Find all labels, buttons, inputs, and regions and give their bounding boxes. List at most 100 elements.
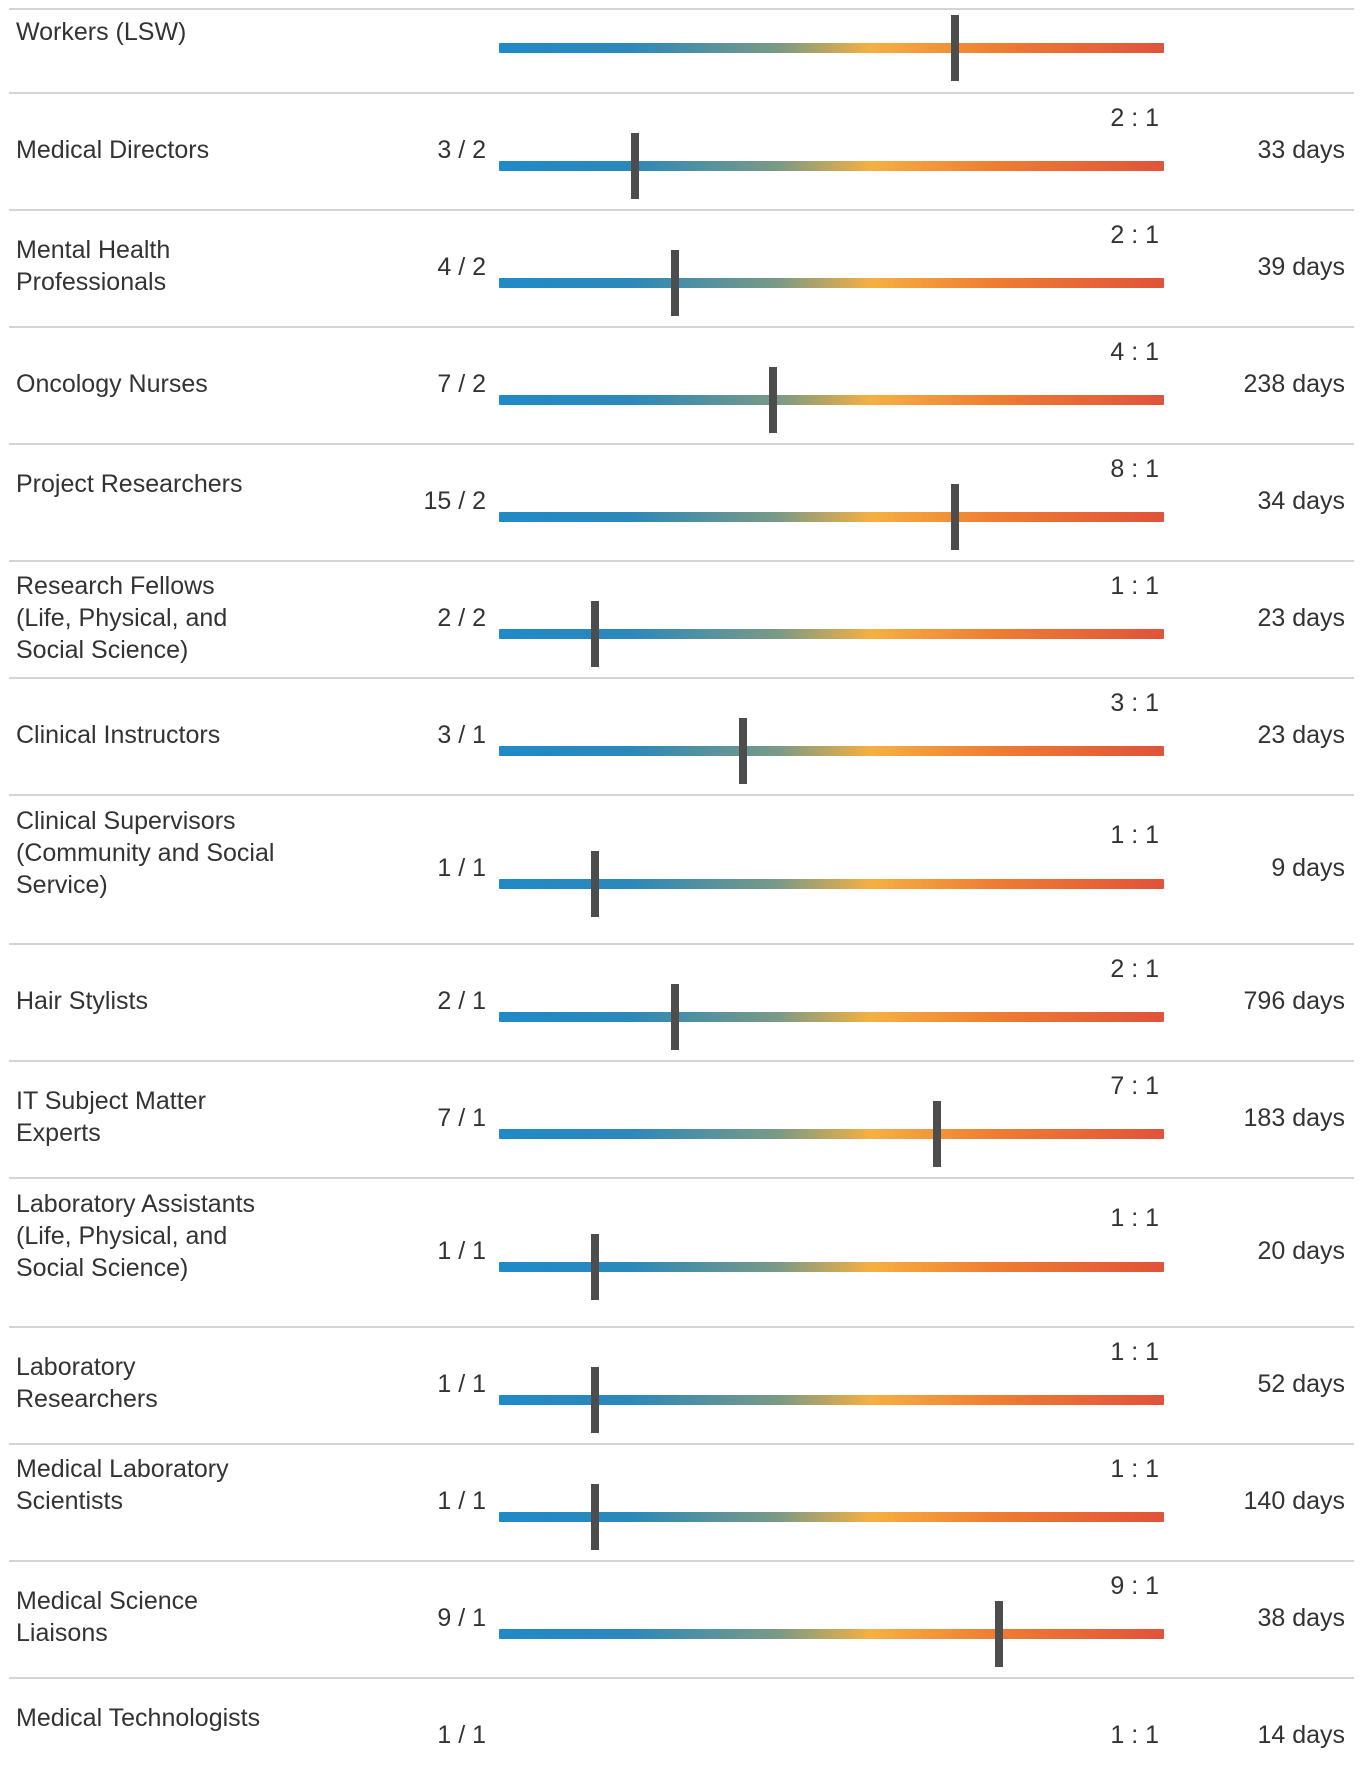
- occupation-label: Medical Directors: [16, 136, 210, 164]
- ratio-value: 1 : 1: [1110, 1204, 1159, 1232]
- count-value: 1 / 1: [437, 1237, 486, 1265]
- days-value: 9 days: [1271, 854, 1345, 882]
- ratio-marker: [591, 601, 600, 667]
- table-row: Medical Directors 3 / 2 2 : 1 33 days: [9, 93, 1354, 211]
- count-value: 3 / 2: [437, 136, 486, 164]
- ratio-marker: [671, 250, 680, 316]
- ratio-scale-bar: [499, 879, 1164, 889]
- table-row: Workers (LSW): [9, 10, 1354, 94]
- ratio-value: 9 : 1: [1110, 1572, 1159, 1600]
- occupation-label: Medical Science Liaisons: [16, 1587, 199, 1647]
- top-divider: [9, 8, 1354, 10]
- ratio-scale-bar: [499, 1129, 1164, 1139]
- ratio-value: 4 : 1: [1110, 338, 1159, 366]
- days-value: 23 days: [1257, 721, 1345, 749]
- table-row: Mental Health Professionals 4 / 2 2 : 1 …: [9, 210, 1354, 328]
- ratio-scale-bar: [499, 1262, 1164, 1272]
- days-value: 140 days: [1243, 1487, 1345, 1515]
- ratio-scale-bar: [499, 1012, 1164, 1022]
- ratio-value: 1 : 1: [1110, 1455, 1159, 1483]
- days-value: 238 days: [1243, 370, 1345, 398]
- days-value: 796 days: [1243, 987, 1345, 1015]
- table-row: Laboratory Assistants (Life, Physical, a…: [9, 1178, 1354, 1328]
- table-row: IT Subject Matter Experts 7 / 1 7 : 1 18…: [9, 1061, 1354, 1179]
- occupation-label: Workers (LSW): [16, 18, 187, 46]
- count-value: 15 / 2: [423, 487, 486, 515]
- ratio-marker: [739, 718, 748, 784]
- table-row: Clinical Supervisors (Community and Soci…: [9, 795, 1354, 945]
- ratio-value: 1 : 1: [1110, 572, 1159, 600]
- occupation-label: Laboratory Assistants (Life, Physical, a…: [16, 1190, 256, 1282]
- table-row: Hair Stylists 2 / 1 2 : 1 796 days: [9, 944, 1354, 1062]
- ratio-value: 1 : 1: [1110, 1338, 1159, 1366]
- count-value: 1 / 1: [437, 1370, 486, 1398]
- ratio-marker: [995, 1601, 1004, 1667]
- ratio-marker: [768, 367, 777, 433]
- days-value: 38 days: [1257, 1604, 1345, 1632]
- occupation-label: Project Researchers: [16, 470, 243, 498]
- ratio-scale-bar: [499, 746, 1164, 756]
- table-row: Medical Laboratory Scientists 1 / 1 1 : …: [9, 1444, 1354, 1562]
- ratio-marker: [932, 1101, 941, 1167]
- occupation-label: Hair Stylists: [16, 987, 148, 1015]
- count-value: 3 / 1: [437, 721, 486, 749]
- days-value: 52 days: [1257, 1370, 1345, 1398]
- occupation-label: Medical Technologists: [16, 1704, 261, 1732]
- ratio-marker: [950, 484, 959, 550]
- ratio-scale-bar: [499, 1395, 1164, 1405]
- ratio-scale-bar: [499, 161, 1164, 171]
- ratio-value: 1 : 1: [1110, 1721, 1159, 1749]
- ratio-value: 2 : 1: [1110, 221, 1159, 249]
- occupation-label: Laboratory Researchers: [16, 1353, 158, 1413]
- ratio-value: 2 : 1: [1110, 955, 1159, 983]
- count-value: 7 / 1: [437, 1104, 486, 1132]
- ratio-scale-bar: [499, 1629, 1164, 1639]
- ratio-marker: [591, 851, 600, 917]
- count-value: 9 / 1: [437, 1604, 486, 1632]
- ratio-value: 7 : 1: [1110, 1072, 1159, 1100]
- table-row: Laboratory Researchers 1 / 1 1 : 1 52 da…: [9, 1327, 1354, 1445]
- ratio-marker: [591, 1367, 600, 1433]
- ratio-scale-bar: [499, 629, 1164, 639]
- occupation-label: IT Subject Matter Experts: [16, 1087, 206, 1147]
- count-value: 1 / 1: [437, 1721, 486, 1749]
- table-row: Clinical Instructors 3 / 1 3 : 1 23 days: [9, 678, 1354, 796]
- days-value: 23 days: [1257, 604, 1345, 632]
- ratio-scale-bar: [499, 1512, 1164, 1522]
- ratio-scale-bar: [499, 278, 1164, 288]
- count-value: 7 / 2: [437, 370, 486, 398]
- ratio-marker: [631, 133, 640, 199]
- ratio-value: 1 : 1: [1110, 821, 1159, 849]
- ratio-marker: [950, 15, 959, 81]
- occupation-label: Clinical Instructors: [16, 721, 221, 749]
- table-row: Medical Science Liaisons 9 / 1 9 : 1 38 …: [9, 1561, 1354, 1679]
- days-value: 14 days: [1257, 1721, 1345, 1749]
- occupation-label: Research Fellows (Life, Physical, and So…: [16, 572, 228, 664]
- occupation-label: Clinical Supervisors (Community and Soci…: [16, 807, 275, 899]
- table-row: Oncology Nurses 7 / 2 4 : 1 238 days: [9, 327, 1354, 445]
- count-value: 1 / 1: [437, 1487, 486, 1515]
- days-value: 39 days: [1257, 253, 1345, 281]
- occupation-label: Mental Health Professionals: [16, 236, 171, 296]
- count-value: 2 / 1: [437, 987, 486, 1015]
- table-row: Project Researchers 15 / 2 8 : 1 34 days: [9, 444, 1354, 562]
- ratio-value: 8 : 1: [1110, 455, 1159, 483]
- ratio-marker: [591, 1234, 600, 1300]
- ratio-scale-bar: [499, 395, 1164, 405]
- ratio-value: 3 : 1: [1110, 689, 1159, 717]
- ratio-scale-bar: [499, 43, 1164, 53]
- days-value: 20 days: [1257, 1237, 1345, 1265]
- ratio-marker: [671, 984, 680, 1050]
- table-row: Research Fellows (Life, Physical, and So…: [9, 561, 1354, 679]
- count-value: 2 / 2: [437, 604, 486, 632]
- days-value: 183 days: [1243, 1104, 1345, 1132]
- count-value: 4 / 2: [437, 253, 486, 281]
- occupation-label: Oncology Nurses: [16, 370, 208, 398]
- ratio-marker: [591, 1484, 600, 1550]
- ratio-scale-bar: [499, 512, 1164, 522]
- ratio-value: 2 : 1: [1110, 104, 1159, 132]
- count-value: 1 / 1: [437, 854, 486, 882]
- occupation-label: Medical Laboratory Scientists: [16, 1455, 229, 1515]
- days-value: 34 days: [1257, 487, 1345, 515]
- days-value: 33 days: [1257, 136, 1345, 164]
